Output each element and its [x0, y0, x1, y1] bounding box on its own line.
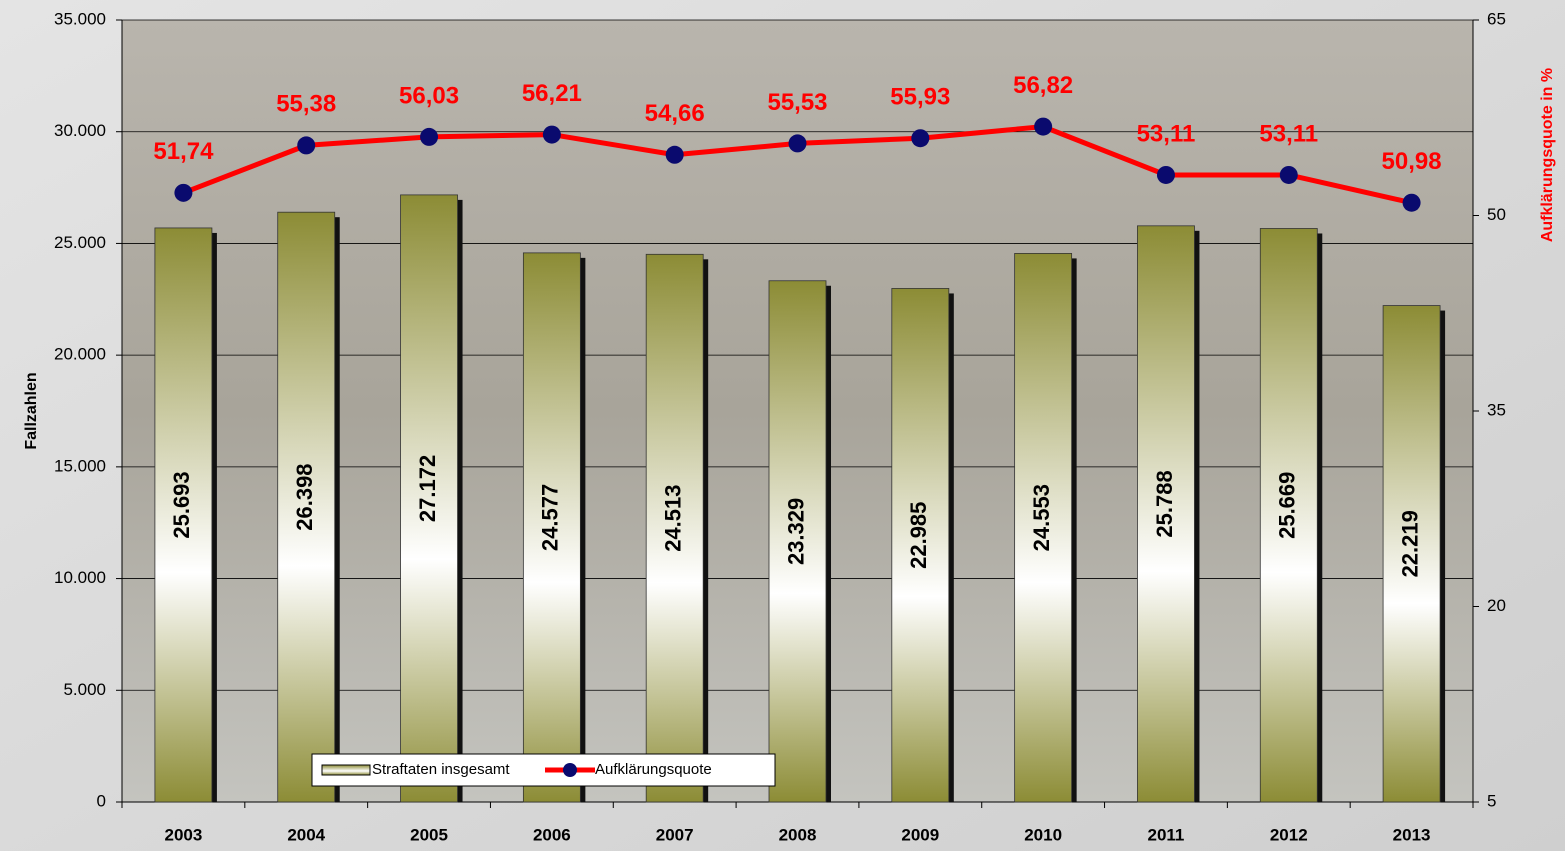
bar-value-label: 25.693: [169, 471, 194, 538]
x-tick-label: 2006: [533, 825, 571, 844]
x-tick-label: 2011: [1148, 825, 1185, 844]
line-marker: [420, 128, 438, 146]
line-marker: [543, 126, 561, 144]
bar-value-label: 24.577: [538, 484, 563, 551]
line-marker: [1157, 166, 1175, 184]
line-marker: [174, 184, 192, 202]
y-tick-label: 15.000: [54, 456, 106, 475]
bar-value-label: 22.985: [906, 502, 931, 569]
x-tick-label: 2010: [1024, 825, 1062, 844]
bar-value-label: 24.513: [660, 485, 685, 552]
x-tick-label: 2009: [901, 825, 939, 844]
line-marker: [1280, 166, 1298, 184]
bar-value-label: 25.788: [1152, 470, 1177, 537]
y2-tick-label: 20: [1487, 596, 1506, 615]
line-marker: [911, 129, 929, 147]
line-value-label: 56,03: [399, 82, 459, 109]
y-tick-label: 35.000: [54, 9, 106, 28]
line-value-label: 55,53: [767, 89, 827, 116]
legend-label: Straftaten insgesamt: [372, 761, 510, 778]
y2-axis-title: Aufklärungsquote in %: [1539, 68, 1556, 242]
legend-swatch: [322, 765, 370, 775]
y2-tick-label: 5: [1487, 791, 1496, 810]
x-tick-label: 2012: [1270, 825, 1308, 844]
line-value-label: 55,93: [890, 84, 950, 111]
y2-tick-label: 65: [1487, 9, 1506, 28]
y-tick-label: 5.000: [63, 680, 106, 699]
x-tick-label: 2008: [779, 825, 817, 844]
y-tick-label: 30.000: [54, 121, 106, 140]
line-value-label: 51,74: [153, 138, 214, 165]
y2-tick-label: 35: [1487, 400, 1506, 419]
y-tick-label: 25.000: [54, 233, 106, 252]
line-value-label: 54,66: [645, 100, 705, 127]
line-value-label: 55,38: [276, 91, 336, 118]
x-tick-label: 2004: [287, 825, 325, 844]
y-tick-label: 10.000: [54, 568, 106, 587]
bar-value-label: 26.398: [292, 463, 317, 530]
line-marker: [1034, 118, 1052, 136]
line-value-label: 53,11: [1137, 120, 1196, 147]
legend-marker: [563, 763, 577, 777]
chart: Fallzahlen Aufklärungsquote in % 0 5.000 1…: [0, 0, 1565, 851]
legend-label: Aufklärungsquote: [595, 761, 712, 778]
x-tick-label: 2005: [410, 825, 448, 844]
line-marker: [297, 136, 315, 154]
y-axis-title: Fallzahlen: [23, 372, 40, 449]
line-marker: [1403, 194, 1421, 212]
line-marker: [666, 146, 684, 164]
bar-value-label: 27.172: [415, 455, 440, 522]
x-tick-label: 2007: [656, 825, 694, 844]
y2-tick-label: 50: [1487, 205, 1506, 224]
line-value-label: 56,21: [522, 80, 582, 107]
bar-value-label: 23.329: [783, 498, 808, 565]
bar-value-label: 24.553: [1029, 484, 1054, 551]
line-value-label: 53,11: [1259, 120, 1318, 147]
line-value-label: 50,98: [1382, 148, 1442, 175]
x-tick-label: 2003: [164, 825, 202, 844]
line-marker: [789, 134, 807, 152]
x-tick-label: 2013: [1393, 825, 1431, 844]
line-value-label: 56,82: [1013, 72, 1073, 99]
y-tick-label: 0: [97, 791, 106, 810]
bar-value-label: 22.219: [1397, 510, 1422, 577]
y-tick-label: 20.000: [54, 345, 106, 364]
bar-value-label: 25.669: [1275, 472, 1300, 539]
